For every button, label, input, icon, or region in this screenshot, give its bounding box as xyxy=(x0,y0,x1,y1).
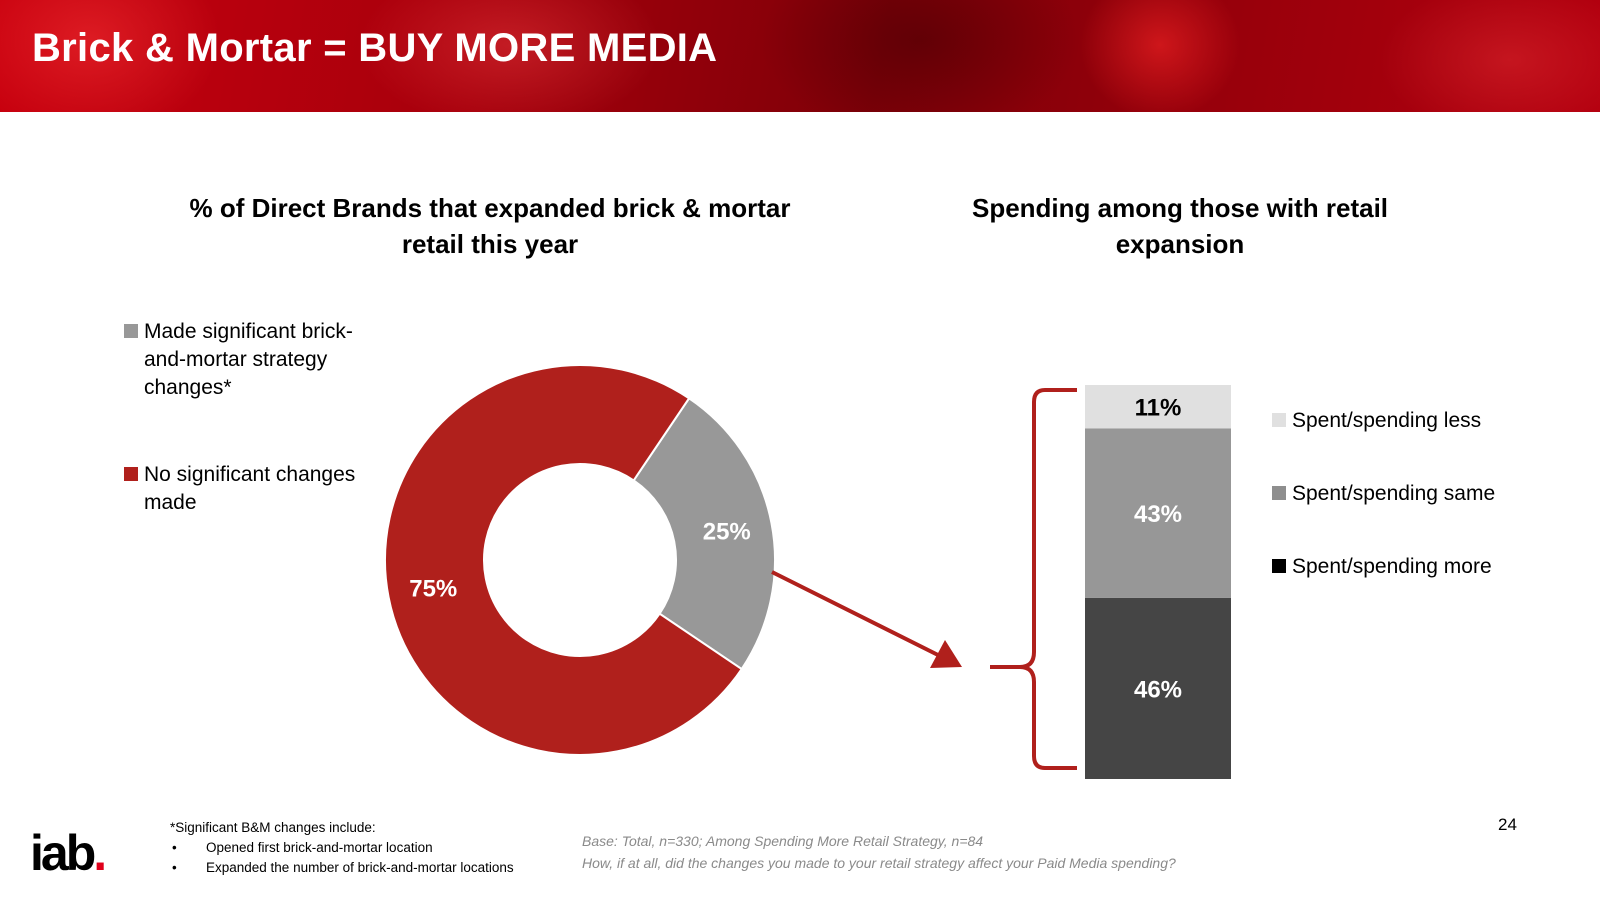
stacked-bar-chart: 46% 43% 11% xyxy=(1085,385,1231,779)
page-title: Brick & Mortar = BUY MORE MEDIA xyxy=(32,26,718,70)
footnote: *Significant B&M changes include: Opened… xyxy=(170,818,514,878)
legend-item-spending-same: Spent/spending same xyxy=(1272,480,1572,508)
bar-segment-less xyxy=(1085,385,1231,429)
legend-item-no-changes: No significant changes made xyxy=(124,461,384,517)
legend-label: Spent/spending more xyxy=(1292,555,1492,578)
connector xyxy=(771,388,1077,770)
donut-chart-title: % of Direct Brands that expanded brick &… xyxy=(189,193,791,259)
donut-chart: 25% 75% xyxy=(384,364,776,756)
legend-item-spending-more: Spent/spending more xyxy=(1272,553,1572,581)
iab-logo: iab. xyxy=(30,825,107,881)
legend-item-made-changes: Made significant brick-and-mortar strate… xyxy=(124,318,384,402)
footnote-heading: *Significant B&M changes include: xyxy=(170,820,376,835)
page-number: 24 xyxy=(1498,815,1517,834)
connector-arrow-head xyxy=(930,640,962,668)
legend-label: Spent/spending less xyxy=(1292,409,1482,432)
donut-slice-made-changes xyxy=(632,396,776,671)
donut-data-label: 75% xyxy=(409,576,457,603)
base-note-line: Base: Total, n=330; Among Spending More … xyxy=(582,833,984,849)
title-banner: Brick & Mortar = BUY MORE MEDIA xyxy=(0,0,1600,112)
legend-swatch-black xyxy=(1272,559,1286,573)
bar-data-label: 46% xyxy=(1134,676,1182,703)
legend-label: No significant changes made xyxy=(144,463,356,514)
bar-segment-more xyxy=(1085,597,1231,779)
donut-data-label: 25% xyxy=(703,518,751,545)
bracket xyxy=(990,388,1077,770)
connector-arrow-line xyxy=(771,570,943,659)
footnote-bullet: Expanded the number of brick-and-mortar … xyxy=(170,858,514,878)
legend-swatch-red xyxy=(124,467,138,481)
legend-label: Made significant brick-and-mortar strate… xyxy=(144,320,353,399)
footnote-bullet: Opened first brick-and-mortar location xyxy=(170,838,514,858)
legend-swatch-light-gray xyxy=(1272,413,1286,427)
legend-swatch-gray xyxy=(124,324,138,338)
legend-item-spending-less: Spent/spending less xyxy=(1272,407,1572,435)
bar-data-label: 11% xyxy=(1135,395,1182,422)
base-note: Base: Total, n=330; Among Spending More … xyxy=(582,830,1176,874)
bar-chart-title: Spending among those with retail expansi… xyxy=(971,193,1389,259)
donut-slice-no-changes xyxy=(384,364,744,756)
base-note-line: How, if at all, did the changes you made… xyxy=(582,855,1176,871)
bar-segment-same xyxy=(1085,428,1231,598)
legend-label: Spent/spending same xyxy=(1292,482,1496,505)
bar-data-label: 43% xyxy=(1134,501,1182,528)
legend-swatch-gray xyxy=(1272,486,1286,500)
